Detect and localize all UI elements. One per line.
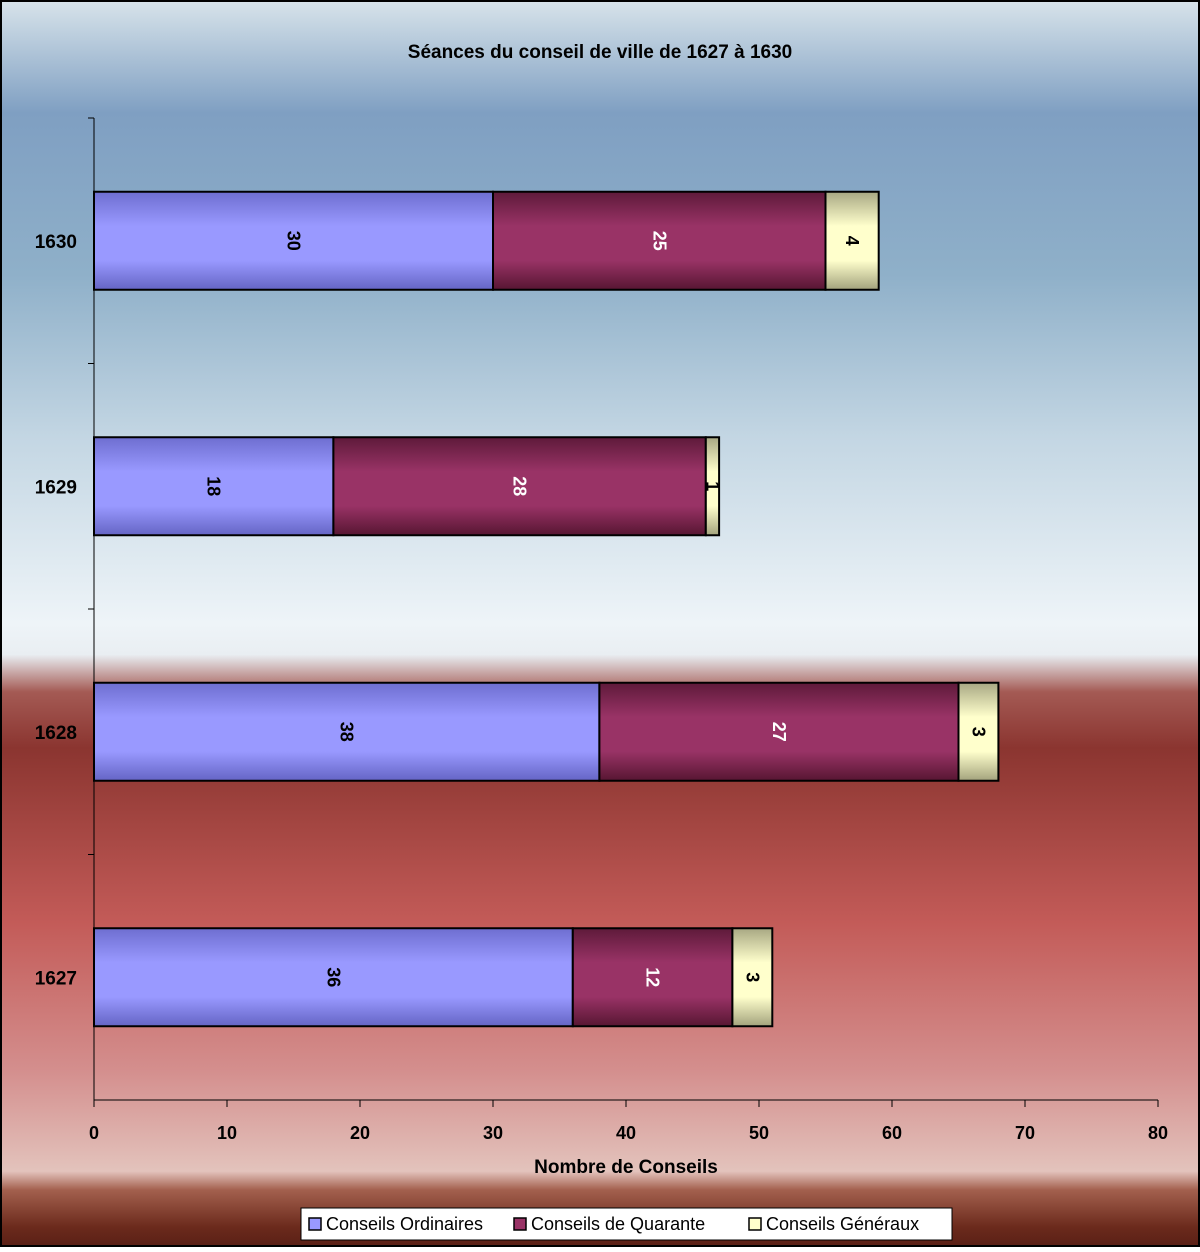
y-tick-label-1628: 1628 bbox=[35, 723, 77, 744]
y-tick-label-1630: 1630 bbox=[35, 232, 77, 253]
bar-conseils-ordinaires-1627 bbox=[93, 927, 574, 1028]
plot-area: 0 10 20 30 40 50 60 70 80 1627 36 12 3 1628 38 27 3 1629 1… bbox=[35, 117, 1168, 1143]
data-label-conseils-de-quarante-1629: 28 bbox=[510, 476, 530, 496]
x-tick-label: 30 bbox=[483, 1123, 503, 1143]
legend-item-conseils-de-quarante: Conseils de Quarante bbox=[513, 1214, 705, 1234]
data-label-conseils-de-quarante-1628: 27 bbox=[769, 722, 789, 742]
bar-conseils-de-quarante-1627 bbox=[571, 927, 734, 1028]
x-tick-label: 40 bbox=[616, 1123, 636, 1143]
data-label-conseils-generaux-1628: 3 bbox=[968, 727, 988, 737]
bar-conseils-ordinaires-1629 bbox=[93, 436, 335, 537]
legend-label-conseils-de-quarante: Conseils de Quarante bbox=[531, 1214, 705, 1234]
legend-label-conseils-ordinaires: Conseils Ordinaires bbox=[326, 1214, 483, 1234]
data-label-conseils-ordinaires-1627: 36 bbox=[323, 967, 343, 987]
x-tick-label: 20 bbox=[350, 1123, 370, 1143]
bar-conseils-generaux-1627 bbox=[731, 927, 774, 1028]
x-tick-label: 50 bbox=[749, 1123, 769, 1143]
x-tick-label: 70 bbox=[1015, 1123, 1035, 1143]
x-tick-label: 80 bbox=[1148, 1123, 1168, 1143]
legend-swatch-conseils-ordinaires bbox=[308, 1217, 322, 1231]
x-axis-title: Nombre de Conseils bbox=[534, 1157, 718, 1178]
data-label-conseils-generaux-1630: 4 bbox=[842, 236, 862, 246]
legend-item-conseils-ordinaires: Conseils Ordinaires bbox=[308, 1214, 483, 1234]
y-tick-label-1629: 1629 bbox=[35, 477, 77, 498]
bar-conseils-generaux-1629 bbox=[704, 436, 721, 537]
legend-swatch-conseils-de-quarante bbox=[513, 1217, 527, 1231]
x-tick-label: 60 bbox=[882, 1123, 902, 1143]
data-label-conseils-ordinaires-1629: 18 bbox=[204, 476, 224, 496]
legend: Conseils Ordinaires Conseils de Quarante… bbox=[300, 1207, 953, 1241]
x-tick-label: 10 bbox=[217, 1123, 237, 1143]
data-label-conseils-ordinaires-1630: 30 bbox=[284, 231, 304, 251]
x-tick-label: 0 bbox=[89, 1123, 99, 1143]
data-label-conseils-de-quarante-1627: 12 bbox=[643, 967, 663, 987]
legend-box bbox=[300, 1207, 953, 1241]
bar-conseils-ordinaires-1628 bbox=[93, 681, 601, 782]
chart-title: Séances du conseil de ville de 1627 à 16… bbox=[408, 42, 792, 63]
data-label-conseils-ordinaires-1628: 38 bbox=[337, 722, 357, 742]
bar-conseils-generaux-1628 bbox=[957, 681, 1000, 782]
data-label-conseils-generaux-1629: 1 bbox=[702, 481, 722, 491]
data-label-conseils-de-quarante-1630: 25 bbox=[649, 231, 669, 251]
bar-conseils-de-quarante-1629 bbox=[332, 436, 707, 537]
y-tick-label-1627: 1627 bbox=[35, 968, 77, 989]
data-label-conseils-generaux-1627: 3 bbox=[742, 972, 762, 982]
bar-conseils-generaux-1630 bbox=[824, 190, 880, 291]
legend-swatch-conseils-generaux bbox=[748, 1217, 762, 1231]
legend-item-conseils-generaux: Conseils Généraux bbox=[748, 1214, 919, 1234]
legend-label-conseils-generaux: Conseils Généraux bbox=[766, 1214, 919, 1234]
